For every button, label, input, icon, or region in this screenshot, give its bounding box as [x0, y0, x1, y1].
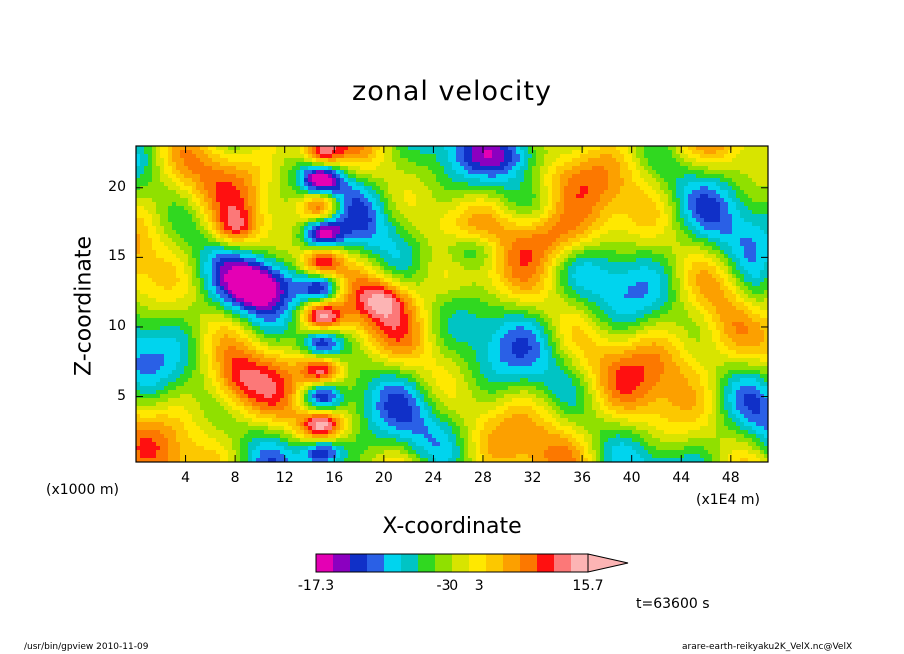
- y-tick-label: 10: [108, 317, 126, 334]
- colorbar-segment: [316, 554, 334, 572]
- colorbar-segment: [384, 554, 402, 572]
- chart-title: zonal velocity: [352, 76, 552, 107]
- colorbar-segment: [333, 554, 351, 572]
- y-axis-label: Z-coordinate: [71, 236, 97, 376]
- colorbar-segment: [350, 554, 368, 572]
- x-axis-unit: (x1E4 m): [696, 492, 760, 508]
- time-annotation: t=63600 s: [636, 596, 710, 612]
- x-tick-label: 48: [721, 470, 740, 486]
- colorbar-tick-label: -17.3: [297, 578, 335, 594]
- x-tick-label: 20: [374, 470, 393, 486]
- colorbar-segment: [520, 554, 538, 572]
- x-tick-label: 16: [325, 470, 344, 486]
- colorbar-segment: [401, 554, 419, 572]
- y-tick-label: 20: [108, 178, 126, 195]
- colorbar-segment: [503, 554, 521, 572]
- colorbar-segment: [435, 554, 453, 572]
- colorbar: [315, 553, 629, 573]
- colorbar-frame: [315, 553, 589, 573]
- y-axis-unit: (x1000 m): [46, 482, 119, 498]
- x-tick-label: 28: [474, 470, 492, 486]
- footer-program-date: /usr/bin/gpview 2010-11-09: [24, 642, 149, 652]
- x-tick-label: 44: [672, 470, 691, 486]
- colorbar-segment: [418, 554, 436, 572]
- x-tick-label: 36: [573, 470, 592, 486]
- x-tick-label: 32: [523, 470, 542, 486]
- colorbar-segment: [452, 554, 470, 572]
- velocity-field: [136, 146, 768, 462]
- footer-data-source: arare-earth-reikyaku2K_VelX.nc@VelX: [682, 642, 853, 652]
- colorbar-tick-label: 15.7: [572, 578, 604, 594]
- colorbar-segment: [486, 554, 504, 572]
- y-tick-label: 5: [117, 387, 126, 404]
- x-axis-label: X-coordinate: [382, 514, 522, 539]
- x-tick-label: 4: [181, 470, 191, 486]
- colorbar-segment: [554, 554, 572, 572]
- plot-frame: [135, 145, 769, 463]
- colorbar-segment: [571, 554, 589, 572]
- colorbar-tick-label: -3: [436, 578, 451, 594]
- colorbar-tick-label: 3: [474, 578, 484, 594]
- colorbar-segment: [469, 554, 487, 572]
- x-tick-label: 24: [424, 470, 443, 486]
- colorbar-arrow: [587, 553, 629, 573]
- colorbar-segment: [537, 554, 555, 572]
- colorbar-segment: [367, 554, 385, 572]
- x-tick-label: 40: [622, 470, 641, 486]
- x-tick-label: 12: [275, 470, 294, 486]
- y-tick-label: 15: [108, 248, 126, 265]
- x-tick-label: 8: [230, 470, 240, 486]
- colorbar-tick-label: 0: [449, 578, 459, 594]
